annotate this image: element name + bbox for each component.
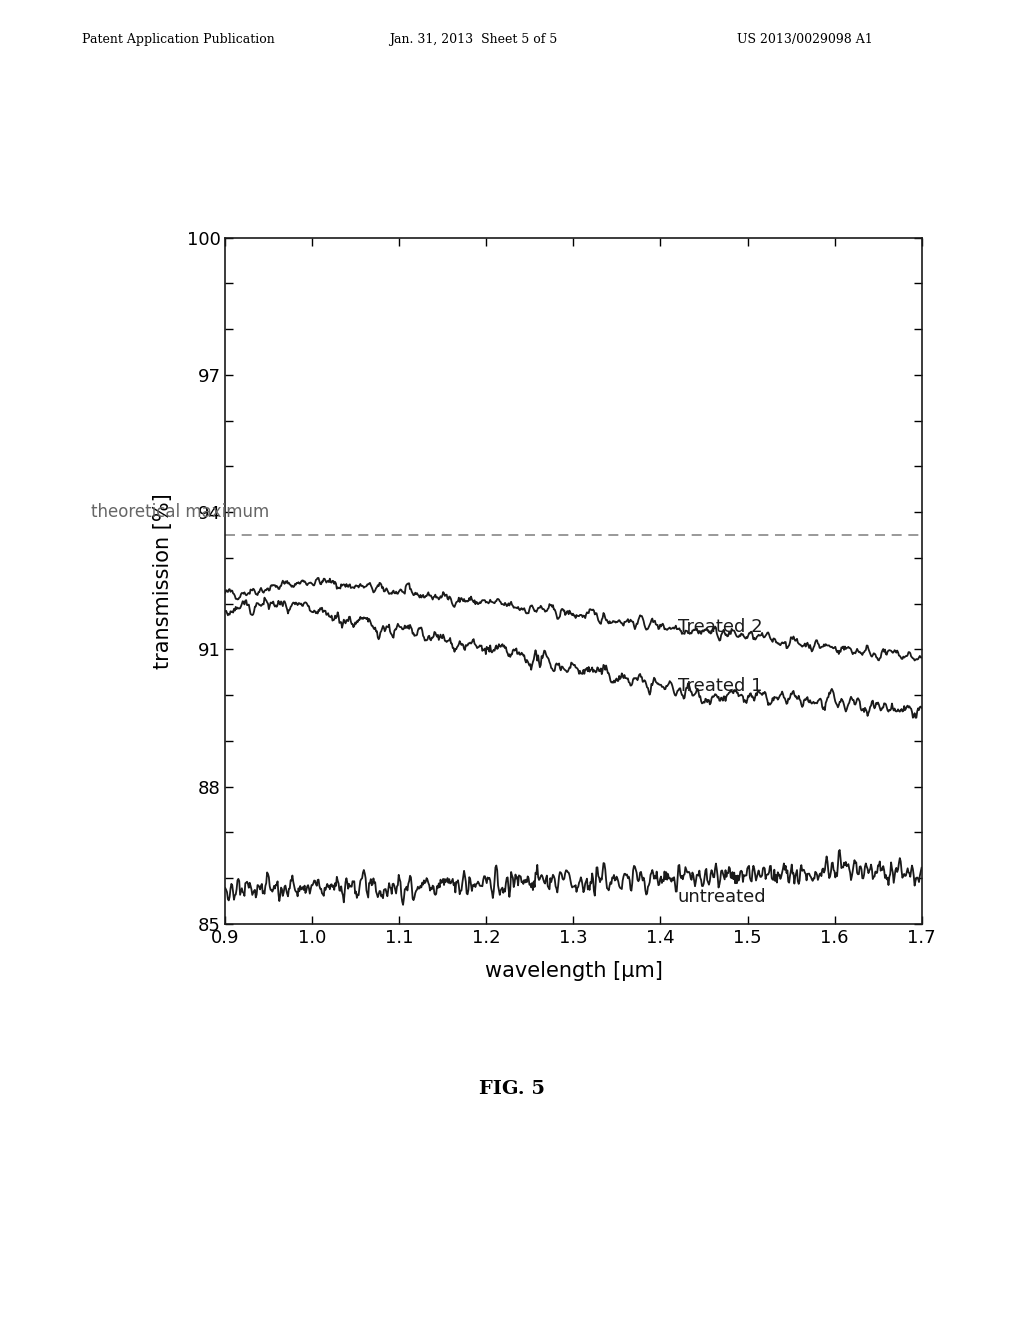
Text: FIG. 5: FIG. 5	[479, 1080, 545, 1098]
Y-axis label: transmission [%]: transmission [%]	[153, 492, 173, 669]
Text: untreated: untreated	[678, 887, 767, 906]
Text: Patent Application Publication: Patent Application Publication	[82, 33, 274, 46]
Text: theoretical maximum: theoretical maximum	[90, 503, 268, 521]
X-axis label: wavelength [μm]: wavelength [μm]	[484, 961, 663, 981]
Text: Treated 1: Treated 1	[678, 677, 763, 696]
Text: Jan. 31, 2013  Sheet 5 of 5: Jan. 31, 2013 Sheet 5 of 5	[389, 33, 557, 46]
Text: Treated 2: Treated 2	[678, 618, 763, 635]
Text: US 2013/0029098 A1: US 2013/0029098 A1	[737, 33, 873, 46]
